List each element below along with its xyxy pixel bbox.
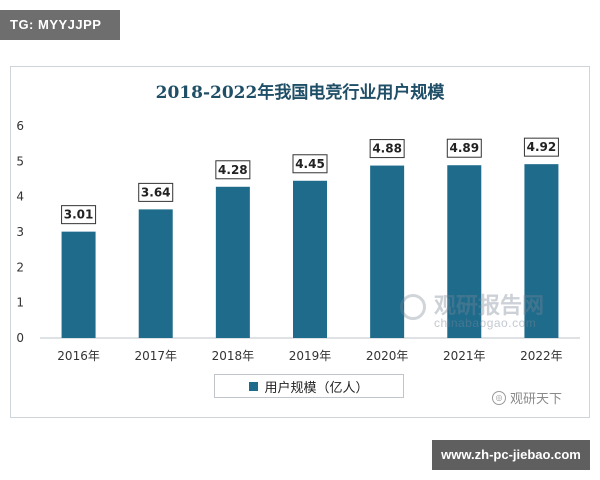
top-tag: TG: MYYJJPP	[0, 10, 120, 40]
bar	[293, 180, 327, 338]
x-tick-label: 2021年	[443, 349, 486, 363]
x-tick-label: 2020年	[366, 349, 409, 363]
x-tick-label: 2016年	[57, 349, 100, 363]
data-label-box	[292, 154, 328, 174]
credit-icon: ◎	[492, 390, 506, 405]
legend-label: 用户规模（亿人）	[264, 380, 369, 396]
bottom-tag: www.zh-pc-jiebao.com	[432, 440, 590, 470]
data-label: 4.88	[372, 142, 402, 156]
x-tick-label: 2022年	[520, 349, 563, 363]
y-tick-label: 4	[16, 190, 24, 204]
legend-swatch	[249, 381, 259, 391]
data-label-box	[138, 182, 174, 202]
bar	[447, 165, 482, 338]
x-tick-label: 2017年	[134, 349, 177, 363]
credit-text: 观研天下	[510, 392, 563, 407]
data-label: 3.64	[141, 185, 171, 199]
bar	[61, 231, 96, 338]
bar	[370, 165, 405, 338]
bar	[215, 186, 250, 338]
data-label-box	[369, 139, 405, 159]
bar	[524, 164, 559, 338]
data-label: 3.01	[64, 208, 94, 222]
data-label: 4.28	[218, 163, 248, 177]
y-tick-label: 1	[16, 296, 24, 310]
watermark-credit: ◎ 观研天下	[492, 388, 562, 407]
data-label: 4.45	[295, 157, 325, 171]
watermark-logo: 观研报告网 chinabaogao.com	[396, 288, 576, 336]
x-tick-label: 2018年	[212, 349, 255, 363]
data-label-box	[523, 137, 559, 157]
data-label-box	[61, 205, 97, 225]
watermark-logo-icon	[400, 294, 426, 320]
bar	[138, 209, 173, 338]
y-tick-label: 0	[16, 331, 24, 345]
y-tick-label: 3	[16, 225, 24, 239]
data-label: 4.89	[449, 141, 479, 155]
data-label-box	[446, 138, 482, 158]
watermark-logo-url: chinabaogao.com	[434, 316, 537, 330]
x-tick-label: 2019年	[289, 349, 332, 363]
data-label: 4.92	[527, 140, 557, 154]
chart-legend: 用户规模（亿人）	[214, 374, 404, 398]
chart-title: 2018-2022年我国电竞行业用户规模	[155, 83, 445, 103]
y-tick-label: 2	[16, 260, 24, 274]
y-tick-label: 6	[16, 119, 24, 133]
data-label-box	[215, 160, 251, 180]
watermark-logo-text: 观研报告网	[434, 294, 545, 319]
y-tick-label: 5	[16, 154, 24, 168]
